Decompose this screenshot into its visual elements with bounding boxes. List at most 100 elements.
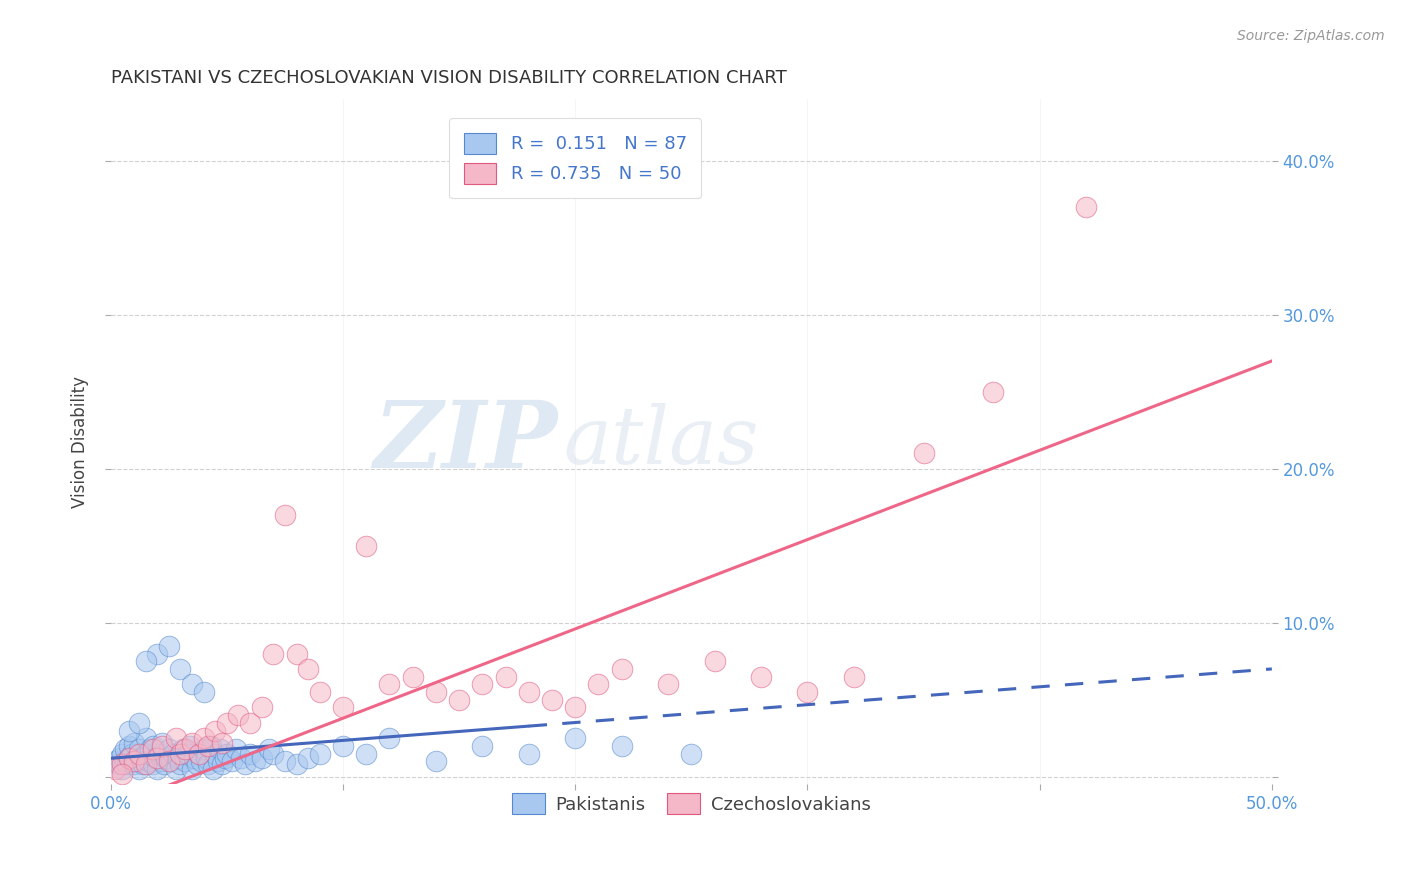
Point — [118, 751, 141, 765]
Point — [197, 739, 219, 753]
Point — [425, 755, 447, 769]
Point — [190, 755, 212, 769]
Point — [221, 755, 243, 769]
Point — [157, 742, 180, 756]
Point — [703, 654, 725, 668]
Point — [214, 751, 236, 765]
Point — [211, 757, 233, 772]
Point — [657, 677, 679, 691]
Point — [225, 742, 247, 756]
Point — [215, 747, 238, 761]
Point — [449, 692, 471, 706]
Point — [172, 742, 194, 756]
Point — [146, 762, 169, 776]
Point — [157, 639, 180, 653]
Point — [167, 751, 190, 765]
Point — [122, 757, 145, 772]
Point — [142, 742, 165, 756]
Point — [146, 647, 169, 661]
Point — [274, 508, 297, 522]
Point — [165, 731, 187, 746]
Point — [157, 755, 180, 769]
Point — [176, 747, 198, 761]
Point — [114, 755, 136, 769]
Point — [174, 755, 197, 769]
Point — [122, 736, 145, 750]
Point — [193, 685, 215, 699]
Point — [204, 747, 226, 761]
Point — [129, 751, 152, 765]
Point — [229, 751, 252, 765]
Point — [471, 677, 494, 691]
Point — [150, 739, 173, 753]
Point — [128, 715, 150, 730]
Point — [139, 742, 162, 756]
Point — [564, 700, 586, 714]
Point — [188, 747, 211, 761]
Point — [262, 747, 284, 761]
Point — [495, 670, 517, 684]
Point — [378, 731, 401, 746]
Text: PAKISTANI VS CZECHOSLOVAKIAN VISION DISABILITY CORRELATION CHART: PAKISTANI VS CZECHOSLOVAKIAN VISION DISA… — [111, 69, 786, 87]
Point — [115, 757, 138, 772]
Point — [181, 736, 204, 750]
Point — [181, 762, 204, 776]
Point — [104, 762, 127, 776]
Text: atlas: atlas — [564, 403, 759, 481]
Point — [425, 685, 447, 699]
Point — [541, 692, 564, 706]
Point — [183, 751, 205, 765]
Point — [186, 757, 208, 772]
Point — [588, 677, 610, 691]
Point — [150, 736, 173, 750]
Point — [332, 700, 354, 714]
Point — [517, 685, 540, 699]
Point — [146, 751, 169, 765]
Point — [135, 654, 157, 668]
Point — [471, 739, 494, 753]
Point — [181, 677, 204, 691]
Point — [160, 755, 183, 769]
Point — [681, 747, 703, 761]
Point — [262, 647, 284, 661]
Point — [114, 742, 136, 756]
Point — [981, 384, 1004, 399]
Legend: Pakistanis, Czechoslovakians: Pakistanis, Czechoslovakians — [503, 784, 880, 823]
Point — [118, 723, 141, 738]
Point — [285, 757, 308, 772]
Point — [128, 762, 150, 776]
Point — [194, 751, 217, 765]
Point — [162, 747, 184, 761]
Point — [354, 747, 377, 761]
Point — [796, 685, 818, 699]
Point — [257, 742, 280, 756]
Point — [174, 742, 197, 756]
Point — [215, 715, 238, 730]
Point — [132, 757, 155, 772]
Point — [308, 685, 330, 699]
Text: Source: ZipAtlas.com: Source: ZipAtlas.com — [1237, 29, 1385, 43]
Point — [297, 751, 319, 765]
Point — [128, 742, 150, 756]
Point — [610, 662, 633, 676]
Point — [200, 739, 222, 753]
Point — [610, 739, 633, 753]
Point — [564, 731, 586, 746]
Point — [107, 757, 129, 772]
Point — [135, 757, 157, 772]
Point — [308, 747, 330, 761]
Y-axis label: Vision Disability: Vision Disability — [72, 376, 89, 508]
Point — [250, 751, 273, 765]
Point — [153, 757, 176, 772]
Point — [128, 747, 150, 761]
Point — [135, 747, 157, 761]
Point — [332, 739, 354, 753]
Point — [912, 446, 935, 460]
Point — [250, 700, 273, 714]
Point — [517, 747, 540, 761]
Point — [148, 747, 170, 761]
Point — [193, 742, 215, 756]
Point — [118, 751, 141, 765]
Point — [136, 755, 159, 769]
Point — [274, 755, 297, 769]
